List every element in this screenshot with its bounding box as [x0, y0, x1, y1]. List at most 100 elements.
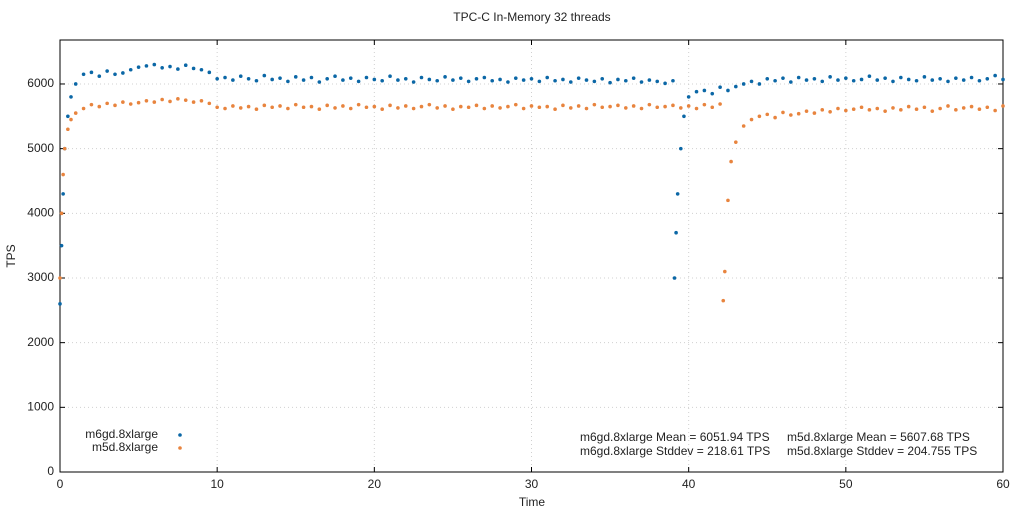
point [238, 106, 243, 110]
point [160, 97, 164, 102]
point [639, 80, 644, 84]
point [466, 79, 471, 84]
point [191, 100, 196, 104]
point [81, 106, 86, 111]
point [89, 102, 94, 107]
point [427, 102, 432, 107]
point [301, 105, 306, 110]
point [325, 103, 329, 108]
point [568, 106, 573, 110]
point [105, 69, 109, 73]
point [128, 67, 133, 72]
point [875, 78, 880, 82]
point [529, 77, 534, 81]
point [608, 104, 612, 109]
point [639, 106, 644, 111]
point [1001, 104, 1005, 108]
point [883, 76, 887, 80]
point [993, 73, 997, 78]
point [851, 107, 856, 111]
point [160, 66, 164, 70]
point [513, 76, 518, 80]
point [647, 78, 652, 82]
point [561, 77, 565, 82]
point [144, 64, 149, 68]
plot-frame [59, 39, 1004, 473]
point [812, 77, 817, 81]
point [176, 97, 180, 101]
point [348, 76, 353, 80]
point [977, 107, 982, 111]
point [867, 74, 872, 79]
point [576, 104, 581, 108]
point [474, 77, 479, 81]
point [576, 76, 581, 80]
point [631, 76, 636, 80]
point [325, 77, 329, 81]
point [183, 98, 188, 102]
point [867, 108, 872, 112]
point [215, 77, 219, 81]
point [674, 230, 678, 235]
y-tick-label: 0 [47, 464, 54, 478]
point [301, 78, 306, 82]
point [262, 73, 267, 78]
point [97, 104, 102, 109]
point [723, 269, 727, 274]
y-tick-label: 1000 [27, 400, 54, 414]
point [741, 82, 746, 86]
point [702, 88, 707, 93]
point [663, 104, 667, 109]
point [293, 75, 298, 79]
point [836, 78, 840, 82]
point [710, 91, 715, 96]
point [262, 103, 267, 108]
legend-label: m5d.8xlarge [92, 440, 158, 454]
point [694, 89, 699, 94]
point [804, 78, 809, 82]
point [58, 276, 62, 280]
point [183, 63, 188, 68]
point [675, 192, 680, 196]
point [443, 104, 447, 108]
point [553, 107, 557, 111]
point [380, 78, 384, 83]
point [914, 78, 919, 83]
point [490, 104, 495, 108]
point [529, 104, 534, 108]
point [789, 80, 793, 84]
point [61, 172, 65, 177]
point [906, 104, 911, 109]
point [73, 82, 78, 86]
point [372, 77, 377, 82]
point [59, 211, 64, 216]
y-tick-label: 4000 [27, 205, 54, 219]
point [631, 104, 636, 108]
point [624, 78, 628, 83]
point [207, 70, 212, 75]
point [62, 146, 67, 151]
point [721, 298, 726, 303]
point [702, 102, 707, 107]
chart-title: TPC-C In-Memory 32 threads [453, 10, 610, 24]
point [458, 104, 463, 109]
point [537, 105, 542, 110]
point [348, 106, 353, 111]
point [482, 106, 487, 111]
point [144, 98, 149, 103]
y-tick-label: 3000 [27, 270, 54, 284]
point [781, 110, 785, 115]
point [561, 103, 565, 108]
point [89, 70, 94, 75]
y-tick-label: 2000 [27, 335, 54, 349]
y-axis-label: TPS [4, 244, 18, 267]
point [961, 78, 966, 82]
point [993, 108, 997, 113]
point [922, 105, 927, 110]
point [435, 78, 440, 83]
point [922, 75, 927, 79]
point [789, 113, 793, 117]
point [914, 107, 919, 111]
point [380, 107, 384, 111]
point [419, 75, 424, 80]
